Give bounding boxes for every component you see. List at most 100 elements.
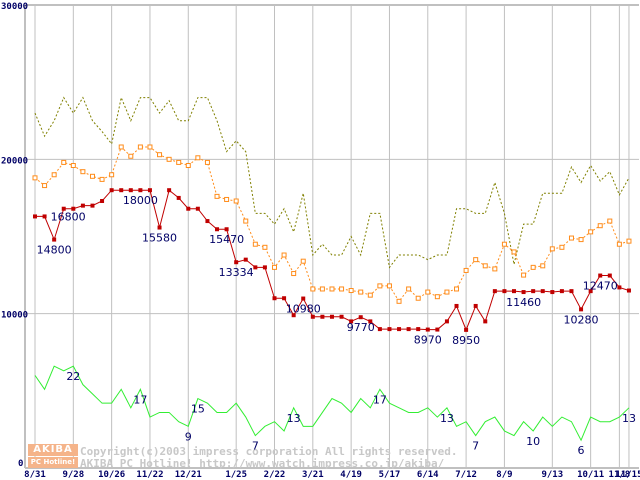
data-point-min xyxy=(579,307,584,312)
data-point-min xyxy=(483,319,488,324)
data-point-min xyxy=(282,296,287,301)
data-point-average xyxy=(176,159,182,165)
data-point-average xyxy=(492,266,498,272)
data-point-average xyxy=(243,218,249,224)
logo-akiba-text: AKIBA xyxy=(28,444,78,456)
data-point-min xyxy=(531,289,536,294)
data-label: 8970 xyxy=(414,334,442,347)
data-point-min xyxy=(262,265,267,270)
data-point-average xyxy=(214,193,220,199)
data-point-min xyxy=(559,289,564,294)
data-point-min xyxy=(310,314,315,319)
data-point-min xyxy=(349,319,354,324)
data-point-average xyxy=(128,153,134,159)
data-point-average xyxy=(626,238,632,244)
data-point-average xyxy=(454,286,460,292)
data-point-min xyxy=(512,289,516,294)
data-point-min xyxy=(61,206,66,211)
data-point-average xyxy=(300,258,306,264)
x-tick-label: 7/12 xyxy=(455,470,477,480)
x-tick-label: 1/25 xyxy=(225,470,247,480)
data-point-average xyxy=(272,264,277,270)
data-point-average xyxy=(434,294,440,300)
y-axis-ticks: 0 10000 20000 30000 xyxy=(1,2,28,469)
data-point-min xyxy=(167,188,172,193)
data-point-average xyxy=(157,152,163,158)
data-point-min xyxy=(42,214,47,219)
data-point-average xyxy=(425,289,431,295)
data-point-average xyxy=(51,172,57,178)
data-point-min xyxy=(626,288,631,293)
data-point-min xyxy=(454,303,459,308)
data-point-average xyxy=(109,172,115,178)
data-point-average xyxy=(521,272,527,278)
data-point-average xyxy=(406,286,412,292)
data-label: 13 xyxy=(287,412,301,425)
x-tick-label: 6/14 xyxy=(417,470,439,480)
data-point-average xyxy=(482,263,488,269)
x-tick-label: 10/26 xyxy=(98,470,125,480)
data-point-min xyxy=(550,290,555,295)
data-point-min xyxy=(80,203,85,208)
data-label: 15470 xyxy=(209,233,244,246)
copyright-watermark: Copyright(c)2003 impress corporation All… xyxy=(80,445,458,470)
data-label: 10 xyxy=(526,435,540,448)
data-point-average xyxy=(588,229,594,235)
data-labels: 16800 14800 18000 15580 15470 13334 10980 9770 8… xyxy=(37,194,636,457)
data-point-min xyxy=(435,327,440,332)
data-label: 17 xyxy=(133,393,147,406)
data-point-average xyxy=(204,159,210,165)
x-tick-label: 11/8 xyxy=(609,470,631,480)
data-point-min xyxy=(138,188,143,193)
data-label: 9770 xyxy=(347,321,375,334)
x-tick-label: 3/21 xyxy=(302,470,324,480)
data-point-average xyxy=(415,295,421,301)
data-point-average xyxy=(329,286,335,292)
data-point-average xyxy=(42,183,48,189)
y-tick-label: 0 xyxy=(18,459,23,469)
series-shops xyxy=(34,365,630,442)
data-label: 13 xyxy=(622,412,636,425)
data-label: 8950 xyxy=(452,334,480,347)
data-point-min xyxy=(195,206,200,211)
akiba-logo: AKIBA PC Hotline! xyxy=(28,444,78,468)
data-label: 12470 xyxy=(583,280,618,293)
data-label: 7 xyxy=(252,440,259,453)
data-point-min xyxy=(205,219,210,224)
data-point-average xyxy=(540,263,546,269)
x-tick-label: 11/15 xyxy=(615,470,640,480)
data-point-average xyxy=(185,163,191,169)
data-point-average xyxy=(386,283,392,289)
data-point-average xyxy=(559,244,565,250)
data-point-min xyxy=(416,327,421,332)
data-label: 16800 xyxy=(51,210,86,223)
data-label: 9 xyxy=(185,430,192,443)
series-average xyxy=(32,144,632,304)
data-point-min xyxy=(128,188,133,193)
data-point-min xyxy=(33,214,37,219)
data-point-average xyxy=(89,173,95,179)
data-label: 10980 xyxy=(286,303,321,316)
data-point-average xyxy=(339,286,345,292)
data-label: 10280 xyxy=(564,313,599,326)
data-point-min xyxy=(368,319,373,324)
x-tick-label: 12/21 xyxy=(175,470,202,480)
data-point-average xyxy=(137,144,143,150)
data-point-average xyxy=(607,218,613,224)
data-point-average xyxy=(616,241,622,247)
data-point-min xyxy=(176,195,181,200)
data-label: 15580 xyxy=(142,232,177,245)
data-point-average xyxy=(224,196,230,202)
y-tick-label: 10000 xyxy=(1,311,28,321)
data-point-min xyxy=(272,296,277,301)
data-point-min xyxy=(617,285,622,290)
data-point-average xyxy=(252,241,258,247)
data-point-average xyxy=(147,144,153,150)
data-point-min xyxy=(598,273,603,278)
data-point-average xyxy=(501,241,507,247)
data-point-min xyxy=(540,289,545,294)
data-label: 13 xyxy=(440,412,454,425)
data-point-min xyxy=(301,296,306,301)
x-tick-label: 8/31 xyxy=(24,470,46,480)
